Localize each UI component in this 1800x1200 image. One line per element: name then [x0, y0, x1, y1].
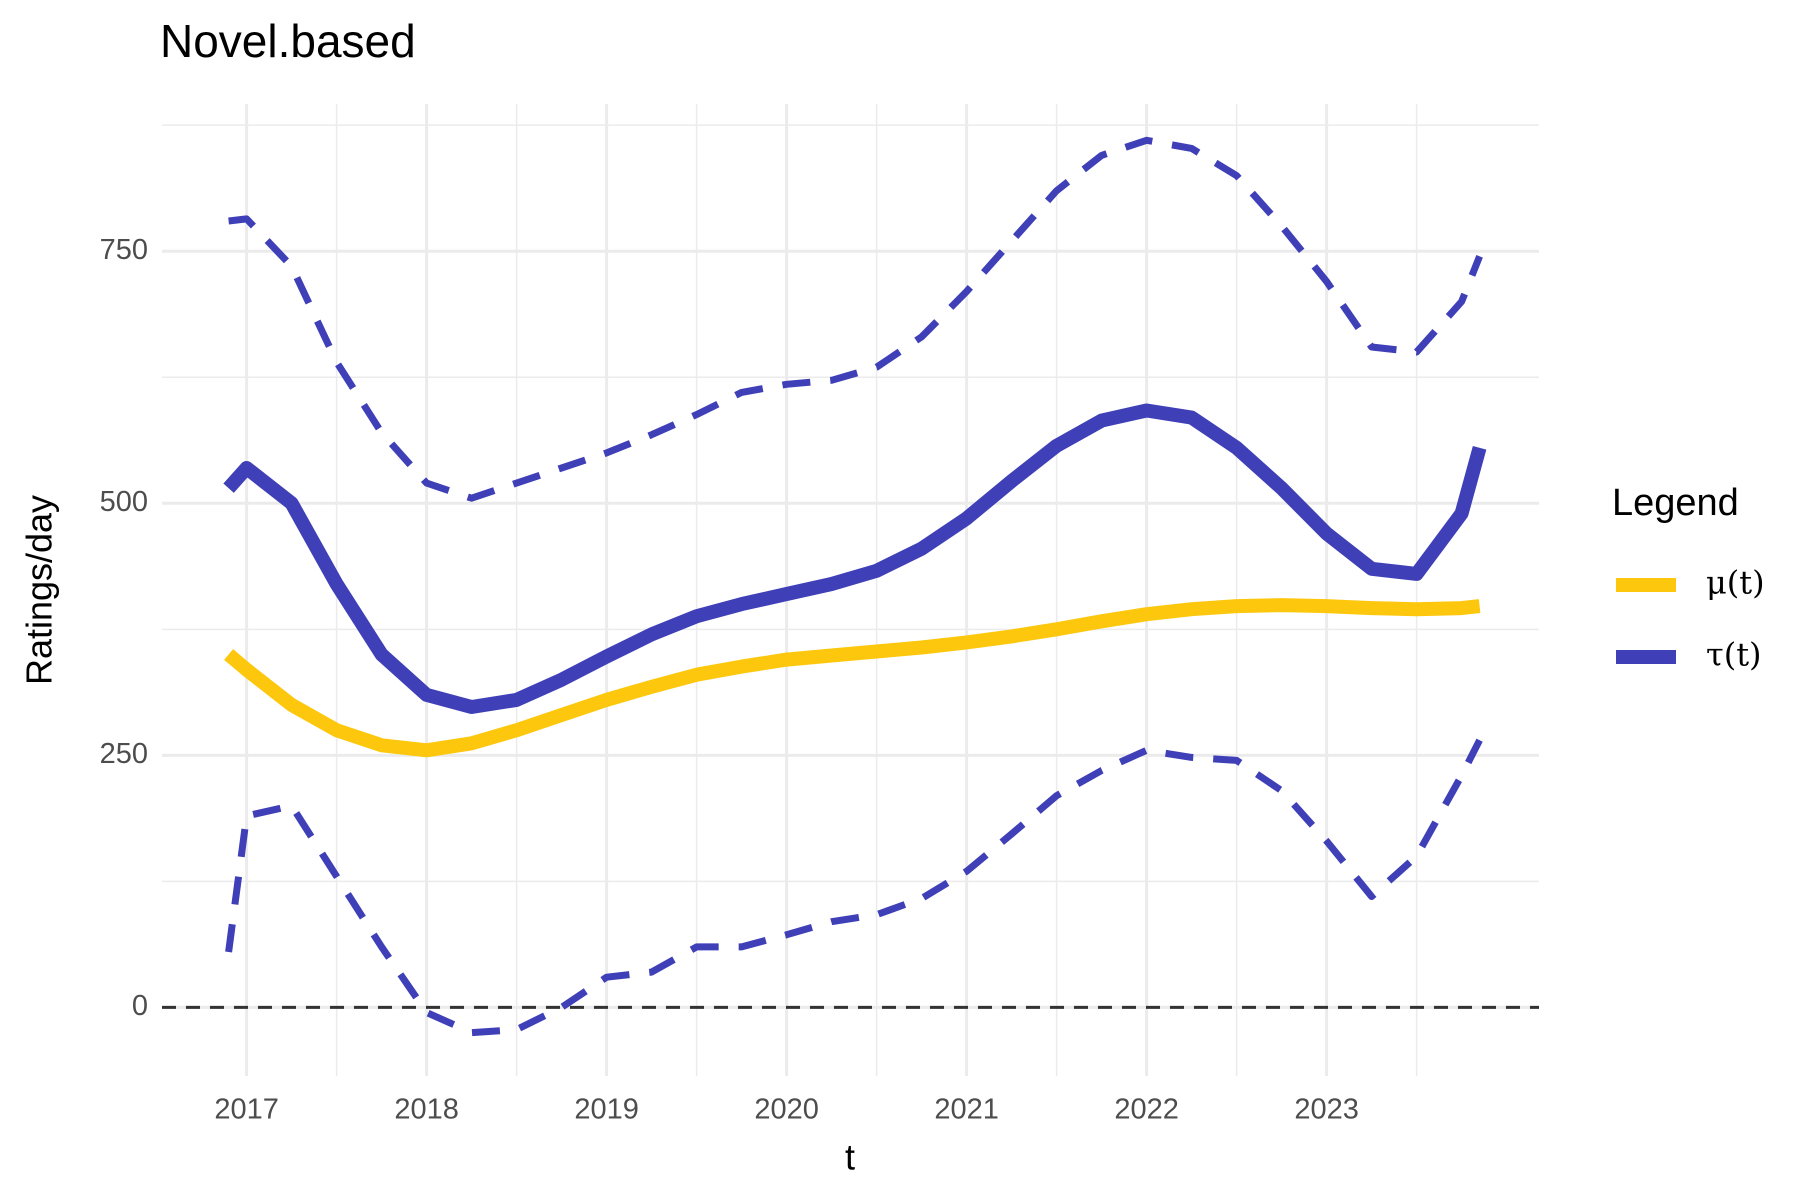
x-tick-label: 2019	[574, 1094, 639, 1126]
x-tick-label: 2018	[394, 1094, 459, 1126]
band-lower	[225, 738, 1483, 1037]
x-tick-label: 2017	[214, 1094, 279, 1126]
legend-label: μ(t)	[1706, 564, 1765, 602]
x-tick-label: 2020	[754, 1094, 819, 1126]
series-line	[223, 403, 1487, 714]
series-line	[224, 598, 1481, 758]
legend-title: Legend	[1612, 482, 1739, 524]
x-axis-title: t	[845, 1137, 855, 1178]
y-tick-label: 500	[100, 486, 148, 518]
x-tick-label: 2022	[1114, 1094, 1179, 1126]
chart-title: Novel.based	[160, 15, 416, 67]
band-upper	[228, 136, 1483, 502]
y-tick-label: 750	[100, 234, 148, 266]
y-tick-label: 250	[100, 738, 148, 770]
x-tick-label: 2023	[1294, 1094, 1359, 1126]
legend-label: τ(t)	[1706, 636, 1762, 674]
y-axis-title: Ratings/day	[19, 495, 60, 685]
x-tick-label: 2021	[934, 1094, 999, 1126]
y-tick-label: 0	[132, 990, 148, 1022]
